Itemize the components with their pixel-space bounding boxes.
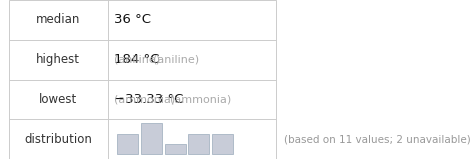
Text: highest: highest: [36, 53, 80, 66]
Bar: [9, 0, 276, 159]
Text: (aniline): (aniline): [153, 55, 199, 65]
Bar: [165, 144, 186, 154]
Text: 36 °C: 36 °C: [114, 13, 151, 26]
Text: median: median: [36, 13, 81, 26]
Text: (ammonia): (ammonia): [114, 94, 175, 104]
Text: (ammonia): (ammonia): [170, 94, 231, 104]
Text: (based on 11 values; 2 unavailable): (based on 11 values; 2 unavailable): [284, 134, 471, 144]
Text: distribution: distribution: [24, 133, 92, 146]
Bar: [118, 134, 138, 154]
Bar: [141, 123, 162, 154]
Bar: [188, 134, 209, 154]
Text: lowest: lowest: [39, 93, 77, 106]
Text: −33.33 °C: −33.33 °C: [114, 93, 183, 106]
Bar: [212, 134, 233, 154]
Text: (aniline): (aniline): [114, 55, 160, 65]
Text: 184 °C: 184 °C: [114, 53, 159, 66]
